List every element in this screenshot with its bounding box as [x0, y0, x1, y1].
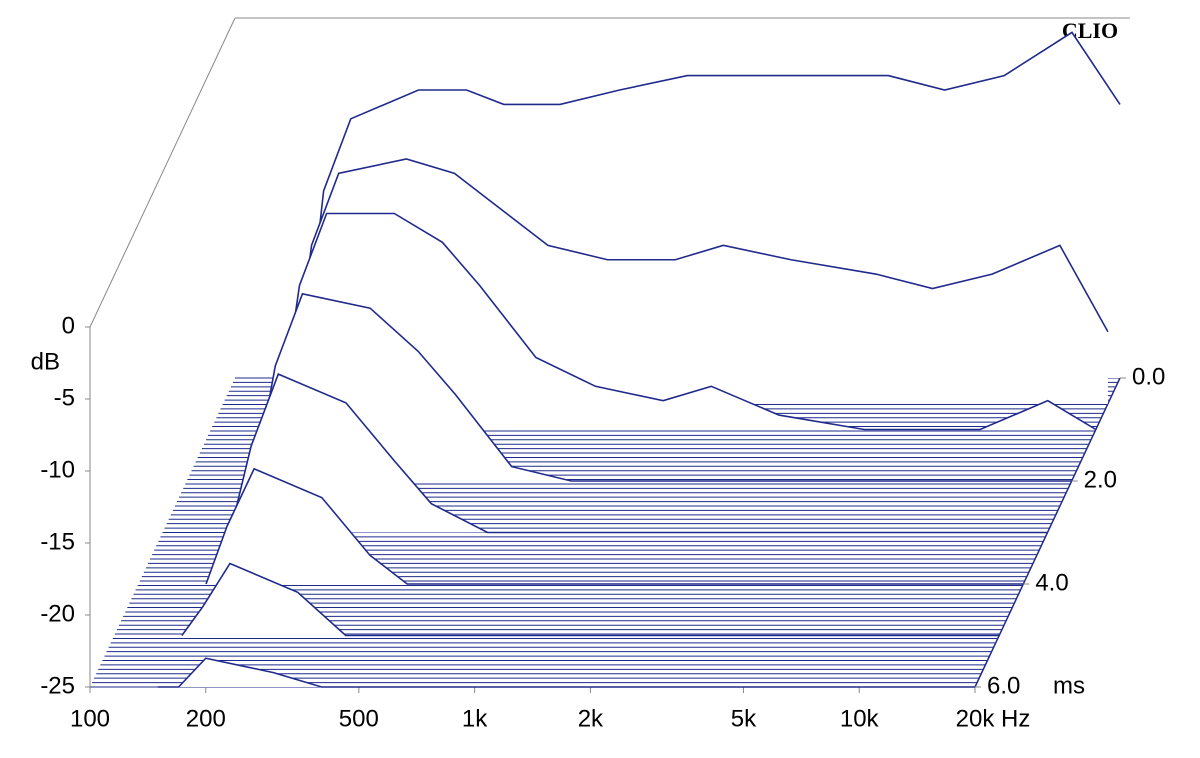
x-tick-label: 5k — [731, 705, 757, 732]
z-tick-label: 6.0 — [987, 672, 1020, 699]
x-tick-label: 20k — [956, 705, 996, 732]
z-tick-label: 4.0 — [1035, 569, 1068, 596]
slice-line — [301, 31, 1121, 379]
z-tick-label: 0.0 — [1132, 363, 1165, 390]
x-tick-label: 1k — [462, 705, 488, 732]
y-unit-label: dB — [31, 348, 60, 375]
x-tick-label: 2k — [578, 705, 604, 732]
y-tick-label: -5 — [54, 384, 75, 411]
y-tick-label: -10 — [40, 456, 75, 483]
slice-line — [277, 212, 1097, 431]
z-unit-label: ms — [1053, 672, 1085, 699]
frame-edge — [89, 17, 236, 328]
slice-fill — [181, 563, 1000, 636]
slice-line — [229, 373, 1048, 534]
slice-fill — [278, 213, 1096, 430]
slice-line — [289, 158, 1109, 404]
z-tick-label: 2.0 — [1084, 466, 1117, 493]
slice-line — [205, 467, 1024, 585]
slice-line — [253, 292, 1072, 482]
axes-frame — [89, 17, 1130, 687]
y-tick-label: 0 — [62, 312, 75, 339]
x-tick-label: 10k — [840, 705, 880, 732]
slice-fill — [254, 293, 1072, 481]
y-tick-label: -15 — [40, 528, 75, 555]
y-tick-label: -20 — [40, 600, 75, 627]
x-tick-label: 100 — [70, 705, 110, 732]
slice-fill — [157, 658, 975, 687]
x-tick-label: 500 — [339, 705, 379, 732]
slice-line — [181, 562, 1000, 637]
x-tick-label: 200 — [186, 705, 226, 732]
slice-line — [157, 657, 975, 688]
x-unit-label: Hz — [1001, 705, 1030, 732]
y-tick-label: -25 — [40, 672, 75, 699]
slice-fill — [206, 468, 1024, 584]
